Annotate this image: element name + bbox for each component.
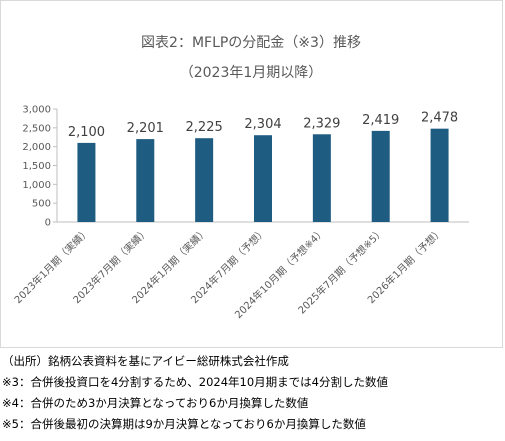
y-tick-label: 3,000 [22,105,51,116]
bar-value-label: 2,329 [303,116,340,131]
y-tick-label: 1,000 [22,180,51,191]
y-tick-label: 0 [45,218,51,229]
bar [430,128,449,222]
y-axis-ticks: 0 500 1,000 1,500 2,000 2,500 3,000 [22,105,57,229]
source-note: （出所）銘柄公表資料を基にアイビー総研株式会社作成 [2,354,289,368]
bar-value-label: 2,419 [362,113,399,128]
footnote-5: ※5：合併後最初の決算期は9か月決算となっており6か月換算した数値 [2,417,366,431]
chart-title: 図表2：MFLPの分配金（※3）推移 [141,35,361,51]
footnote-4: ※4：合併のため3か月決算となっており6か月換算した数値 [2,396,309,410]
chart-subtitle: （2023年1月期以降） [180,65,323,81]
y-tick-label: 2,000 [22,142,51,153]
footnote-3: ※3：合併後投資口を4分割するため、2024年10月期までは4分割した数値 [2,375,388,389]
y-tick-label: 1,500 [22,161,51,172]
bar [371,130,390,222]
bar [77,142,96,222]
bar-value-label: 2,478 [421,111,458,126]
bar [195,138,214,222]
category-labels: 2023年1月期（実績）2023年7月期（実績）2024年1月期（実績）2024… [11,225,445,321]
bars [77,128,449,222]
bar-value-label: 2,100 [68,125,105,140]
bar-value-label: 2,225 [186,120,223,135]
bar [312,134,331,222]
data-labels: 2,100 2,201 2,225 2,304 2,329 2,419 2,478 [68,111,458,140]
bar-value-label: 2,304 [244,117,281,132]
notes-section: （出所）銘柄公表資料を基にアイビー総研株式会社作成 ※3：合併後投資口を4分割す… [2,351,502,435]
chart-container: 図表2：MFLPの分配金（※3）推移 （2023年1月期以降） 0 500 1,00… [0,0,503,348]
y-tick-label: 2,500 [22,123,51,134]
y-tick-label: 500 [32,199,51,210]
bar-value-label: 2,201 [127,121,164,136]
bar [136,139,155,222]
bar-chart: 図表2：MFLPの分配金（※3）推移 （2023年1月期以降） 0 500 1,00… [11,35,469,321]
bar [254,135,272,222]
